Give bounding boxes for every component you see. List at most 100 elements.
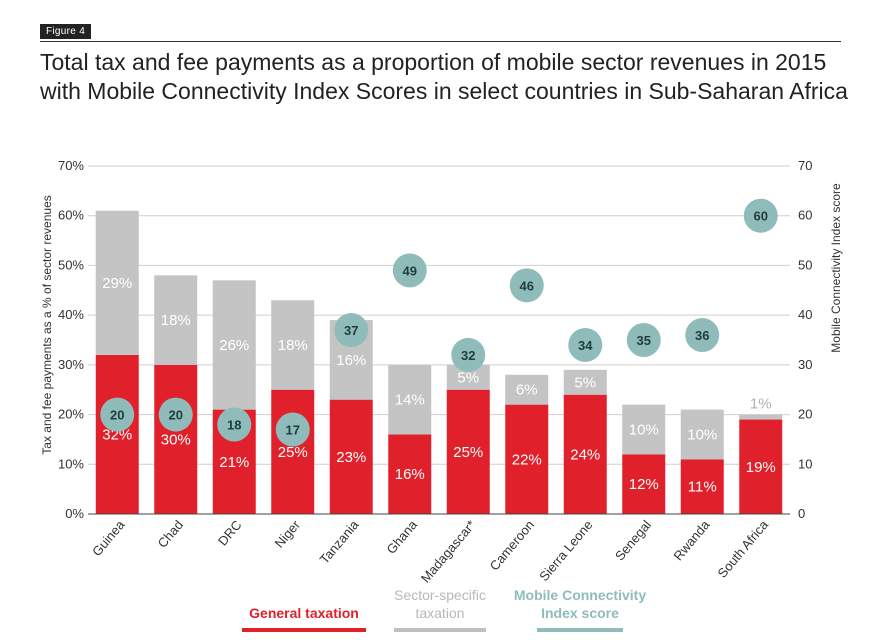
legend-general-swatch xyxy=(242,628,366,632)
bar-value-label-sector: 1% xyxy=(750,396,772,413)
bar-general-taxation xyxy=(446,389,490,514)
y-tick-label: 30% xyxy=(58,357,84,372)
legend-general-label: General taxation xyxy=(249,605,359,621)
x-tick-label: Guinea xyxy=(89,517,128,559)
mci-score-marker xyxy=(275,412,310,447)
mci-score-label: 20 xyxy=(110,408,124,423)
x-tick-label: Madagascar* xyxy=(418,517,479,585)
top-rule xyxy=(40,41,841,42)
mci-score-label: 60 xyxy=(754,209,768,224)
x-tick-label: Cameroon xyxy=(487,517,538,573)
legend-sector-label: Sector-specific taxation xyxy=(394,587,486,621)
x-tick-label: Rwanda xyxy=(670,517,713,564)
mci-score-label: 46 xyxy=(520,278,534,293)
x-tick-label: South Africa xyxy=(714,517,771,581)
bar-value-label-general: 11% xyxy=(688,479,717,496)
bar-sector-taxation xyxy=(739,414,783,420)
bar-general-taxation xyxy=(154,364,198,514)
legend-mci-label: Mobile Connectivity Index score xyxy=(513,587,647,621)
bar-sector-taxation xyxy=(95,210,139,355)
mci-score-marker xyxy=(334,313,369,348)
x-tick-label: Senegal xyxy=(612,517,654,563)
mci-score-marker xyxy=(626,323,661,357)
bar-sector-taxation xyxy=(388,364,432,435)
mci-score-label: 49 xyxy=(403,263,417,278)
mci-score-label: 35 xyxy=(637,333,651,348)
bar-general-taxation xyxy=(329,399,373,514)
y-tick-label: 40% xyxy=(58,307,84,322)
mci-score-label: 36 xyxy=(695,328,709,343)
x-tick-label: Tanzania xyxy=(317,517,362,567)
bar-value-label-sector: 14% xyxy=(395,392,425,409)
bar-value-label-sector: 10% xyxy=(687,426,717,443)
y2-tick-label: 0 xyxy=(798,506,805,521)
bar-general-taxation xyxy=(563,394,607,514)
bar-sector-taxation xyxy=(212,280,256,410)
mci-score-label: 32 xyxy=(461,348,475,363)
mci-score-label: 17 xyxy=(286,422,300,437)
y-tick-label: 20% xyxy=(58,407,84,422)
mci-score-marker xyxy=(392,253,427,288)
bar-general-taxation xyxy=(622,454,666,514)
legend-sector-swatch xyxy=(394,628,486,632)
bar-value-label-general: 30% xyxy=(161,431,191,448)
mci-score-label: 20 xyxy=(169,408,183,423)
bar-value-label-sector: 18% xyxy=(161,312,191,329)
bar-value-label-general: 23% xyxy=(336,449,366,466)
bar-value-label-sector: 26% xyxy=(219,337,249,354)
x-tick-label: Ghana xyxy=(383,517,420,557)
bar-general-taxation xyxy=(271,389,315,514)
mci-score-marker xyxy=(568,327,603,362)
mci-score-marker xyxy=(509,268,544,303)
y2-tick-label: 10 xyxy=(798,456,812,471)
y-tick-label: 10% xyxy=(58,456,84,471)
mci-score-label: 37 xyxy=(344,323,358,338)
bar-value-label-general: 25% xyxy=(278,444,308,461)
bar-general-taxation xyxy=(95,354,139,514)
legend-mci-score: Mobile Connectivity Index score xyxy=(500,586,660,632)
bar-value-label-general: 12% xyxy=(629,476,659,493)
mci-score-marker xyxy=(685,318,720,353)
mci-score-marker xyxy=(743,198,778,233)
x-tick-label: Sierra Leone xyxy=(536,517,595,584)
y2-tick-label: 40 xyxy=(798,307,812,322)
mci-score-marker xyxy=(451,337,486,372)
bar-sector-taxation xyxy=(271,300,315,390)
mci-score-marker xyxy=(158,397,193,432)
bar-value-label-general: 16% xyxy=(395,466,425,483)
bar-value-label-sector: 5% xyxy=(574,374,596,391)
bar-value-label-sector: 18% xyxy=(278,337,308,354)
y2-tick-label: 30 xyxy=(798,357,812,372)
legend-mci-swatch xyxy=(537,628,623,632)
bar-value-label-sector: 5% xyxy=(457,369,479,386)
mci-score-label: 18 xyxy=(227,418,241,433)
bar-value-label-general: 19% xyxy=(746,459,776,476)
bars xyxy=(95,210,783,514)
bar-value-label-general: 32% xyxy=(102,426,132,443)
bar-value-label-general: 21% xyxy=(219,454,249,471)
y2-tick-label: 70 xyxy=(798,158,812,173)
bar-sector-taxation xyxy=(505,374,549,405)
legend-sector-taxation: Sector-specific taxation xyxy=(384,586,496,632)
y2-axis-title: Mobile Connectivity Index score xyxy=(829,183,843,353)
y-axis-title: Tax and fee payments as a % of sector re… xyxy=(40,195,54,454)
y2-tick-label: 50 xyxy=(798,257,812,272)
bar-general-taxation xyxy=(739,419,783,514)
bar-value-label-general: 24% xyxy=(570,446,600,463)
bar-value-label-general: 22% xyxy=(512,451,542,468)
bar-general-taxation xyxy=(505,404,549,514)
mci-score-markers: 20 20 18 17 37 49 32 46 34 35 36 60 xyxy=(100,198,778,447)
y-tick-label: 70% xyxy=(58,158,84,173)
bar-value-label-sector: 29% xyxy=(102,275,132,292)
bar-value-label-sector: 10% xyxy=(629,421,659,438)
bar-value-label-general: 25% xyxy=(453,444,483,461)
x-tick-label: Chad xyxy=(155,517,186,550)
mci-score-marker xyxy=(100,397,135,432)
mci-score-marker xyxy=(217,407,252,442)
bar-sector-taxation xyxy=(154,275,198,365)
y-tick-label: 0% xyxy=(65,506,84,521)
bar-value-labels: 32% 29% 30% 18% 21% 26% 25% 18% 23% 16% 16% 14% 25% 5… xyxy=(102,275,776,496)
x-tick-label: DRC xyxy=(215,517,245,548)
y2-tick-label: 60 xyxy=(798,208,812,223)
